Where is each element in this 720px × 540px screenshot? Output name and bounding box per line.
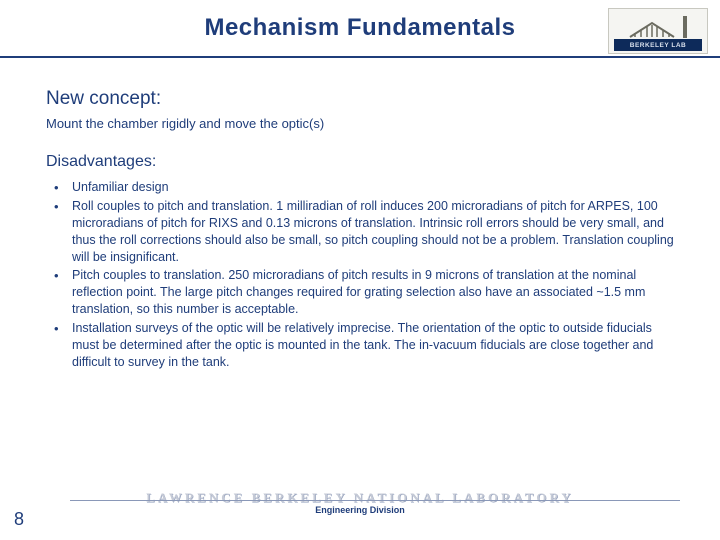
list-item: Pitch couples to translation. 250 micror… — [50, 267, 674, 318]
building-roof-icon — [629, 20, 675, 38]
berkeley-lab-logo: BERKELEY LAB — [608, 8, 708, 54]
logo-banner-text: BERKELEY LAB — [614, 39, 702, 51]
list-item: Roll couples to pitch and translation. 1… — [50, 198, 674, 266]
sub-heading: Disadvantages: — [46, 153, 674, 171]
page-number: 8 — [14, 509, 24, 530]
footer-lab-name: LAWRENCE BERKELEY NATIONAL LABORATORY — [0, 490, 720, 506]
list-item: Installation surveys of the optic will b… — [50, 320, 674, 371]
tower-icon — [683, 16, 687, 38]
section-body: Mount the chamber rigidly and move the o… — [46, 116, 674, 131]
logo-graphic — [629, 16, 687, 38]
footer-division: Engineering Division — [0, 505, 720, 515]
footer-divider — [70, 500, 680, 501]
list-item: Unfamiliar design — [50, 179, 674, 196]
content-area: New concept: Mount the chamber rigidly a… — [0, 64, 720, 371]
bullet-list: Unfamiliar design Roll couples to pitch … — [46, 179, 674, 371]
footer: LAWRENCE BERKELEY NATIONAL LABORATORY En… — [0, 498, 720, 526]
title-row: Mechanism Fundamentals — [0, 0, 720, 64]
section-heading: New concept: — [46, 88, 674, 110]
slide: Mechanism Fundamentals — [0, 0, 720, 540]
title-underline — [0, 56, 720, 58]
